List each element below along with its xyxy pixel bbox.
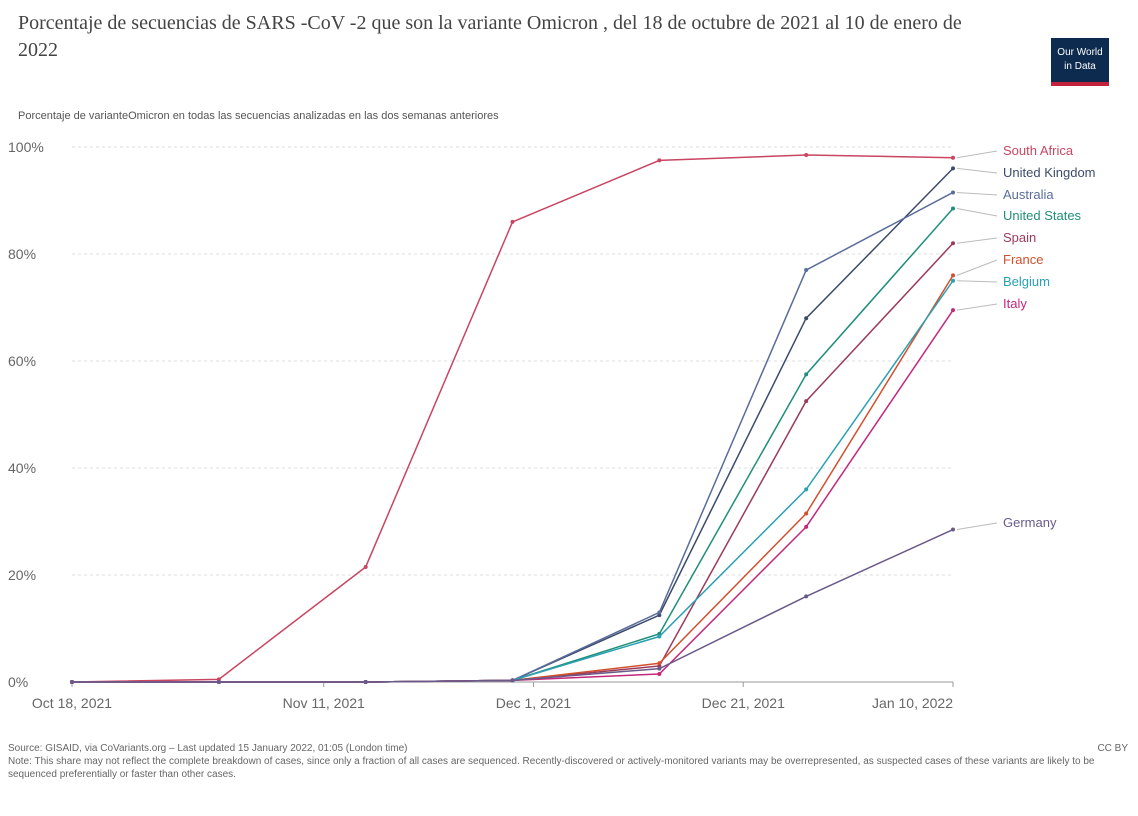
legend: South Africa United Kingdom Australia Unite… (956, 143, 1096, 531)
y-tick-label: 80% (8, 246, 36, 262)
data-point (70, 680, 74, 684)
license-link[interactable]: CC BY (1097, 743, 1128, 754)
data-point (657, 158, 662, 163)
data-point (510, 219, 515, 224)
data-point (804, 511, 809, 516)
legend-label-germany: Germany (1003, 515, 1057, 530)
legend-connector (956, 150, 998, 159)
x-tick-label: Oct 18, 2021 (32, 695, 112, 711)
y-tick-label: 0% (8, 674, 28, 690)
data-point (951, 308, 955, 313)
data-point (657, 661, 662, 666)
logo-line-1: Our World (1057, 47, 1103, 58)
legend-connector (956, 237, 998, 244)
legend-label-italy: Italy (1003, 296, 1027, 311)
legend-connector (956, 167, 998, 174)
x-tick-label: Dec 1, 2021 (496, 695, 572, 711)
series-line-australia (72, 191, 954, 683)
legend-connector (956, 259, 998, 276)
x-tick-label: Dec 21, 2021 (702, 695, 785, 711)
legend-label-united-states: United States (1003, 208, 1082, 223)
logo-line-2: in Data (1064, 61, 1096, 72)
data-point (804, 316, 809, 321)
data-point (363, 564, 368, 569)
data-point (804, 268, 809, 273)
legend-label-south-africa: South Africa (1003, 143, 1074, 158)
data-point (804, 524, 809, 529)
data-point (804, 399, 809, 404)
legend-label-australia: Australia (1003, 187, 1054, 202)
chart-title: Porcentaje de secuencias de SARS -CoV -2… (18, 12, 962, 61)
owid-logo[interactable]: Our World in Data (1051, 38, 1109, 86)
data-point (804, 153, 809, 158)
y-tick-label: 20% (8, 567, 36, 583)
series-line-germany (72, 528, 954, 683)
data-point (951, 155, 955, 160)
y-tick-label: 60% (8, 353, 36, 369)
data-point (657, 666, 662, 671)
source-text: Source: GISAID, via CoVariants.org – Las… (8, 743, 408, 754)
data-point (657, 634, 662, 639)
data-point (216, 680, 221, 684)
legend-connector (956, 303, 998, 311)
series-line-france (72, 275, 954, 683)
data-point (657, 671, 662, 676)
data-point (804, 487, 809, 492)
note-text: Note: This share may not reflect the com… (8, 756, 1095, 780)
data-point (951, 527, 955, 532)
data-point (951, 273, 955, 278)
legend-connector (956, 280, 998, 283)
data-point (951, 190, 955, 195)
series-line-spain (72, 242, 954, 683)
data-point (804, 594, 809, 599)
series-line-italy (72, 309, 954, 683)
legend-connector (956, 208, 998, 217)
series-line-united-kingdom (72, 167, 954, 683)
grid (72, 146, 953, 683)
line-chart: 0% 20% 40% 60% 80% 100% Oct 18, 2021 Nov 11, 2… (8, 139, 1096, 711)
y-tick-label: 100% (8, 139, 44, 155)
series-line-united-states (72, 208, 954, 683)
data-point (657, 610, 662, 615)
y-tick-label: 40% (8, 460, 36, 476)
footer: Source: GISAID, via CoVariants.org – Las… (8, 742, 1128, 781)
data-point (951, 241, 955, 246)
x-axis: Oct 18, 2021 Nov 11, 2021 Dec 1, 2021 Dec 2… (32, 682, 954, 711)
series-line-south-africa (71, 154, 954, 683)
data-point (363, 680, 368, 684)
legend-label-france: France (1003, 252, 1043, 267)
legend-connector (956, 191, 998, 196)
legend-label-belgium: Belgium (1003, 274, 1050, 289)
data-point (804, 372, 809, 377)
data-point (510, 678, 515, 683)
data-point (951, 166, 955, 171)
legend-label-spain: Spain (1003, 230, 1036, 245)
series-lines (70, 153, 955, 684)
x-tick-label: Nov 11, 2021 (283, 695, 365, 711)
legend-label-united-kingdom: United Kingdom (1003, 165, 1096, 180)
data-point (951, 278, 955, 283)
chart-subtitle: Porcentaje de varianteOmicron en todas l… (18, 110, 499, 122)
x-tick-label: Jan 10, 2022 (872, 695, 953, 711)
y-axis: 0% 20% 40% 60% 80% 100% (8, 139, 44, 690)
data-point (951, 206, 955, 211)
series-line-belgium (72, 280, 954, 683)
legend-connector (956, 522, 998, 531)
